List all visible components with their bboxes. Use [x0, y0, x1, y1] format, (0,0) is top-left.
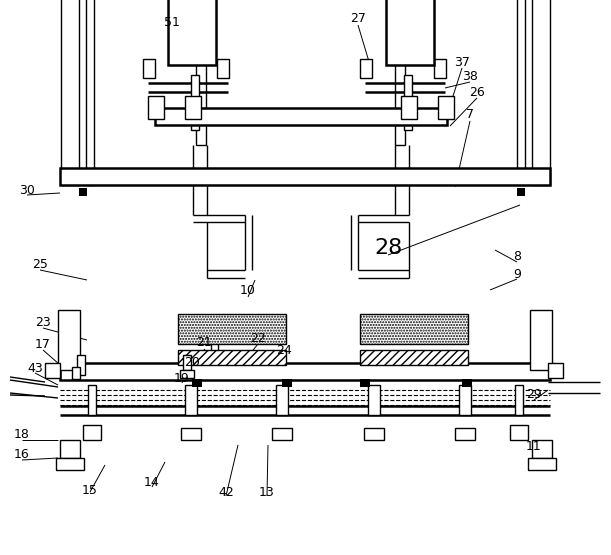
Text: 8: 8	[513, 250, 521, 264]
Bar	[60, 363, 550, 380]
Text: 9: 9	[513, 268, 521, 280]
Bar	[459, 385, 471, 415]
Bar	[60, 440, 80, 458]
Bar	[183, 355, 191, 370]
Bar	[168, 0, 216, 65]
Bar	[368, 385, 380, 415]
Bar	[395, 0, 405, 145]
Bar	[56, 458, 84, 470]
Bar	[510, 425, 528, 440]
Bar	[515, 385, 523, 415]
Text: 17: 17	[35, 339, 51, 351]
Text: 22: 22	[250, 331, 266, 345]
Bar	[360, 314, 468, 344]
Bar	[60, 168, 550, 185]
Bar	[185, 96, 201, 119]
Text: 7: 7	[466, 108, 474, 122]
Bar	[143, 59, 155, 78]
Bar	[86, 0, 94, 185]
Bar	[191, 75, 199, 130]
Text: 10: 10	[240, 284, 256, 296]
Bar	[360, 59, 372, 78]
Text: 19: 19	[174, 371, 190, 385]
Bar	[196, 0, 206, 145]
Bar	[386, 0, 434, 65]
Bar	[272, 428, 292, 440]
Polygon shape	[517, 188, 525, 196]
Bar	[455, 428, 475, 440]
Bar	[77, 355, 85, 375]
Text: 24: 24	[276, 344, 292, 356]
Bar	[548, 363, 563, 378]
Polygon shape	[462, 379, 472, 387]
Text: 16: 16	[14, 448, 30, 462]
Bar	[401, 96, 417, 119]
Text: 51: 51	[164, 16, 180, 28]
Bar	[45, 363, 60, 378]
Text: 30: 30	[19, 184, 35, 196]
Text: 37: 37	[454, 56, 470, 68]
Bar	[434, 59, 446, 78]
Bar	[88, 385, 96, 415]
Bar	[148, 96, 164, 119]
Bar	[72, 367, 80, 379]
Polygon shape	[79, 188, 87, 196]
Polygon shape	[360, 379, 370, 387]
Bar	[181, 428, 201, 440]
Bar	[185, 385, 197, 415]
Bar	[155, 108, 447, 125]
Text: 42: 42	[218, 486, 234, 498]
Text: 38: 38	[462, 69, 478, 83]
Polygon shape	[282, 379, 292, 387]
Bar	[530, 310, 552, 370]
Bar	[360, 350, 468, 365]
Bar	[180, 370, 194, 378]
Bar	[217, 59, 229, 78]
Text: 28: 28	[374, 238, 402, 258]
Text: 20: 20	[184, 356, 200, 369]
Bar	[364, 428, 384, 440]
Bar	[276, 385, 288, 415]
Bar	[532, 440, 552, 458]
Bar	[83, 425, 101, 440]
Text: 43: 43	[27, 361, 43, 375]
Text: 14: 14	[144, 476, 160, 488]
Bar	[178, 350, 286, 365]
Bar	[532, 0, 550, 185]
Text: 23: 23	[35, 315, 51, 329]
Bar	[438, 96, 454, 119]
Text: 13: 13	[259, 486, 275, 498]
Text: 18: 18	[14, 428, 30, 441]
Text: 21: 21	[196, 336, 212, 350]
Text: 11: 11	[526, 441, 542, 453]
Bar	[178, 314, 286, 344]
Bar	[58, 310, 80, 370]
Text: 27: 27	[350, 12, 366, 24]
Bar	[517, 0, 525, 185]
Bar	[404, 75, 412, 130]
Bar	[61, 0, 79, 185]
Polygon shape	[192, 379, 202, 387]
Bar	[528, 458, 556, 470]
Text: 26: 26	[469, 85, 485, 98]
Text: 15: 15	[82, 483, 98, 497]
Text: 29: 29	[526, 388, 542, 401]
Text: 25: 25	[32, 259, 48, 271]
